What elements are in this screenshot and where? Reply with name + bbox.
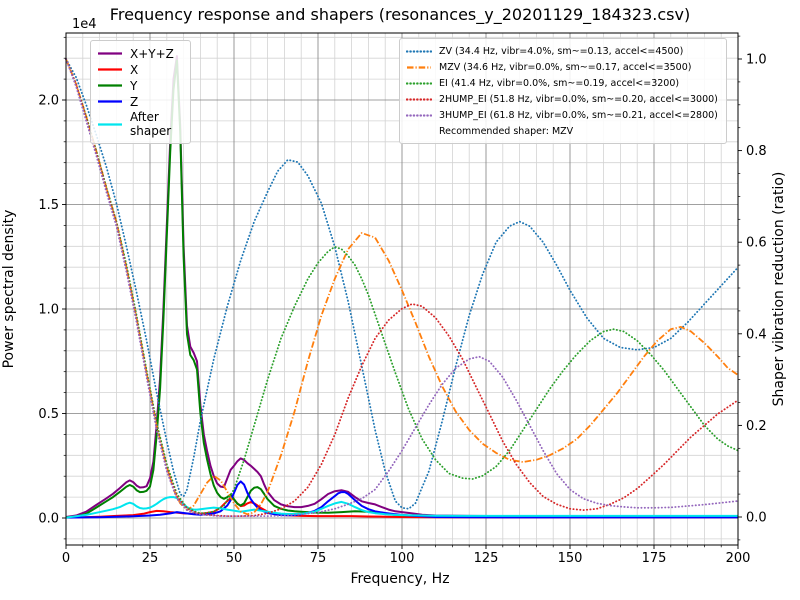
y-left-tick-label: 1.5: [38, 198, 59, 213]
legend-psd-item: X: [97, 62, 182, 77]
recommended-shaper-note: Recommended shaper: MZV: [406, 123, 718, 139]
dashdot-line-handle-icon: [407, 65, 431, 69]
line-handle-icon: [98, 52, 122, 55]
series-x-y-z: [65, 55, 738, 518]
legend-psd-item: After shaper: [97, 110, 182, 138]
tick-marks: [62, 35, 742, 549]
line-handle-icon: [98, 84, 122, 87]
legend-shaper-label: 2HUMP_EI (51.8 Hz, vibr=0.0%, sm~=0.20, …: [439, 93, 718, 105]
series-3hump-ei: [65, 58, 739, 517]
legend-psd-item: Z: [97, 94, 182, 109]
x-tick-label: 175: [642, 551, 667, 566]
x-tick-label: 75: [310, 551, 327, 566]
series-ei: [65, 58, 739, 515]
legend-shaper-label: EI (41.4 Hz, vibr=0.0%, sm~=0.19, accel<…: [439, 77, 680, 89]
y-right-tick-label: 0.0: [746, 511, 767, 526]
line-handle-icon: [98, 122, 122, 126]
y-right-tick-label: 0.8: [746, 144, 767, 159]
x-axis-label: Frequency, Hz: [350, 571, 450, 587]
x-tick-label: 100: [390, 551, 415, 566]
x-tick-label: 150: [558, 551, 583, 566]
legend-shaper-item: ZV (34.4 Hz, vibr=4.0%, sm~=0.13, accel<…: [406, 43, 718, 59]
series-zv: [65, 58, 739, 510]
series-lines: [65, 55, 739, 519]
x-tick-label: 125: [474, 551, 499, 566]
legend-shaper-label: MZV (34.6 Hz, vibr=0.0%, sm~=0.17, accel…: [439, 61, 692, 73]
chart-title: Frequency response and shapers (resonanc…: [109, 5, 691, 24]
y-left-tick-label: 0.5: [38, 407, 59, 422]
legend-psd-label: Z: [130, 94, 139, 109]
x-tick-label: 0: [62, 551, 70, 566]
legend-psd: X+Y+Z X Y Z After shaper: [90, 40, 191, 144]
x-tick-label: 25: [142, 551, 159, 566]
series-z: [65, 480, 738, 519]
recommended-shaper-text: Recommended shaper: MZV: [439, 125, 574, 137]
tick-labels: 0 25 50 75 100 125 150 175 200 0.0 0.5 1.0 1.5 2.0 0.0…: [38, 53, 766, 567]
y-left-tick-label: 0.0: [38, 512, 59, 527]
dotted-line-handle-icon: [406, 97, 432, 101]
y-right-tick-label: 1.0: [746, 53, 767, 68]
x-tick-label: 50: [226, 551, 243, 566]
legend-psd-label: After shaper: [130, 110, 172, 138]
line-handle-icon: [98, 100, 122, 103]
legend-shaper-label: 3HUMP_EI (61.8 Hz, vibr=0.0%, sm~=0.21, …: [439, 109, 718, 121]
y-axis-right-label: Shaper vibration reduction (ratio): [771, 171, 787, 407]
dotted-line-handle-icon: [406, 81, 432, 85]
y-right-tick-label: 0.4: [746, 327, 767, 342]
legend-shaper-item: EI (41.4 Hz, vibr=0.0%, sm~=0.19, accel<…: [406, 75, 718, 91]
legend-psd-label: Y: [130, 78, 138, 93]
legend-shaper-item: 3HUMP_EI (61.8 Hz, vibr=0.0%, sm~=0.21, …: [406, 107, 718, 123]
y-left-tick-label: 2.0: [38, 94, 59, 109]
series-after-shaper: [65, 496, 738, 519]
legend-shapers: ZV (34.4 Hz, vibr=4.0%, sm~=0.13, accel<…: [399, 38, 727, 144]
series-y: [65, 59, 738, 519]
x-tick-label: 200: [726, 551, 751, 566]
legend-psd-item: Y: [97, 78, 182, 93]
line-handle-icon: [98, 68, 122, 71]
y-right-tick-label: 0.6: [746, 236, 767, 251]
legend-shaper-label: ZV (34.4 Hz, vibr=4.0%, sm~=0.13, accel<…: [439, 45, 684, 57]
dotted-line-handle-icon: [406, 49, 432, 53]
legend-shaper-item: 2HUMP_EI (51.8 Hz, vibr=0.0%, sm~=0.20, …: [406, 91, 718, 107]
legend-psd-label: X: [130, 62, 139, 77]
legend-shaper-item: MZV (34.6 Hz, vibr=0.0%, sm~=0.17, accel…: [406, 59, 718, 75]
legend-psd-label: X+Y+Z: [130, 46, 174, 61]
y-right-tick-label: 0.2: [746, 419, 767, 434]
y-axis-offset-text: 1e4: [72, 17, 97, 32]
legend-psd-item: X+Y+Z: [97, 46, 182, 61]
y-axis-left-label: Power spectral density: [1, 209, 17, 369]
y-left-tick-label: 1.0: [38, 303, 59, 318]
dotted-line-handle-icon: [406, 113, 432, 117]
